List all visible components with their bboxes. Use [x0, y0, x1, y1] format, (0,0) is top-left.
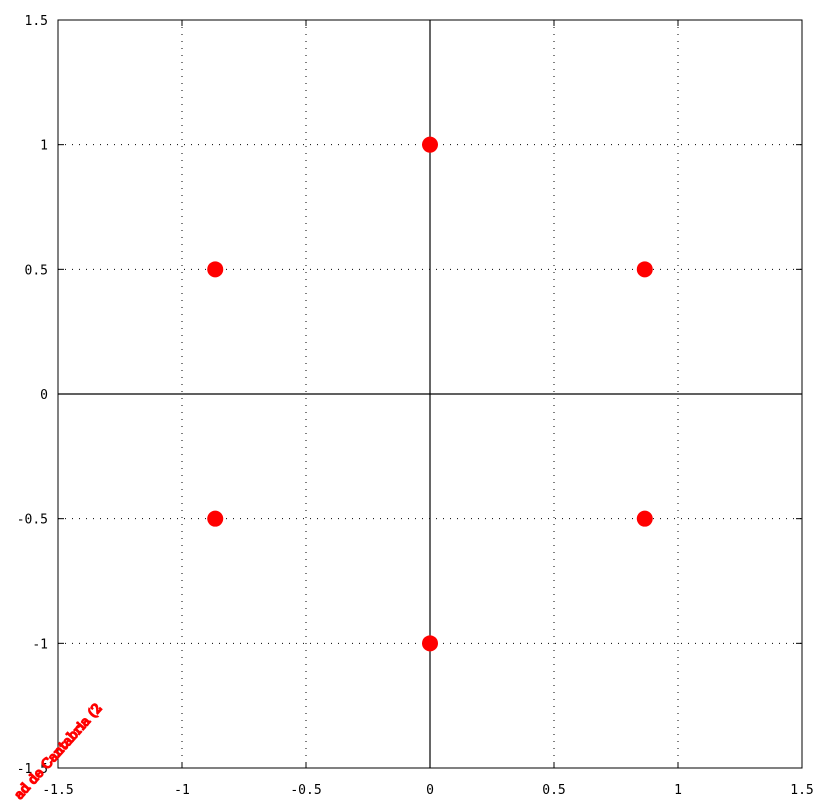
y-tick-label: -0.5: [17, 513, 48, 528]
x-tick-label: 1: [674, 783, 682, 798]
x-tick-label: 1.5: [790, 783, 813, 798]
data-point: [636, 510, 653, 527]
tick-labels: -1.5 -1 -0.5 0 0.5 1 1.5 -1.5 -1 -0.5 0 0.5 1 1.5: [17, 14, 814, 798]
y-tick-label: -1: [32, 637, 48, 652]
data-point: [422, 635, 438, 652]
y-tick-label: 1: [40, 139, 48, 154]
data-point: [422, 136, 438, 153]
data-points: [207, 136, 653, 652]
x-tick-label: 0: [426, 783, 434, 798]
data-point: [207, 261, 224, 278]
x-tick-label: -0.5: [290, 783, 321, 798]
x-tick-label: -1.5: [42, 783, 73, 798]
y-tick-label: 0.5: [25, 263, 48, 278]
y-tick-label: 0: [40, 388, 48, 403]
x-tick-label: 0.5: [542, 783, 565, 798]
data-point: [207, 510, 224, 527]
y-tick-label: -1.5: [17, 762, 48, 777]
x-tick-label: -1: [174, 783, 190, 798]
data-point: [636, 261, 653, 278]
y-tick-label: 1.5: [25, 14, 48, 29]
zero-axes: [58, 20, 802, 768]
